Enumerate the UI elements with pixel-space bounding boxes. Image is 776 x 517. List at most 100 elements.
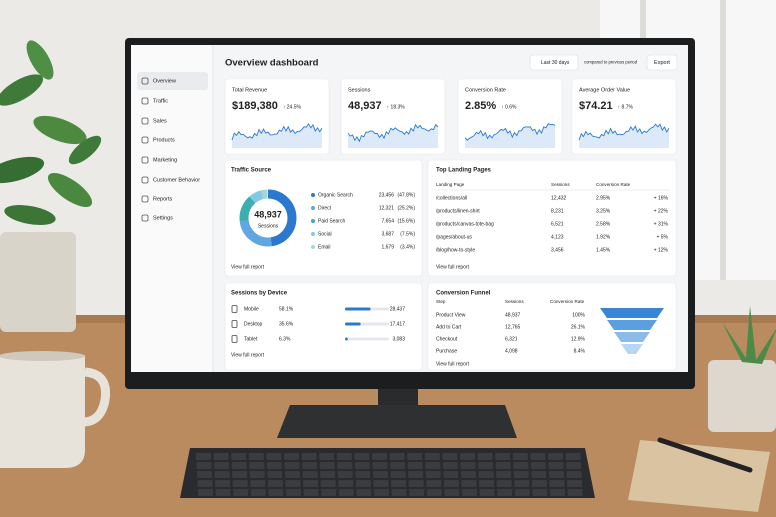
device-share: 6.3% [279, 336, 291, 342]
key [336, 453, 352, 460]
key [338, 489, 354, 496]
device-sessions: 3,083 [392, 336, 405, 342]
key [408, 480, 424, 487]
donut-total: 48,937 [254, 209, 282, 219]
nav-icon [141, 97, 149, 105]
key [250, 480, 266, 487]
card-title: Traffic Source [231, 168, 272, 174]
legend-sessions: 1,679 [381, 244, 394, 250]
date-range[interactable]: Last 30 days [541, 60, 570, 66]
key [391, 480, 407, 487]
device-sessions: 17,417 [390, 321, 406, 327]
card-title: Top Landing Pages [436, 168, 492, 174]
key [389, 453, 405, 460]
key [267, 471, 283, 478]
funnel-stage [607, 320, 657, 330]
legend-dot [311, 232, 315, 236]
key [460, 453, 475, 460]
device-icon [231, 305, 238, 313]
key [356, 489, 372, 496]
key [495, 453, 511, 460]
cell: 3.25% [596, 208, 611, 214]
key [549, 480, 565, 487]
card [224, 282, 423, 371]
key [477, 453, 493, 460]
key [284, 462, 300, 469]
key [215, 489, 231, 496]
key [424, 453, 440, 460]
cell: 2.58% [596, 221, 611, 227]
step: Product View [436, 312, 466, 318]
nav-item[interactable]: Sales [153, 118, 167, 124]
nav-item[interactable]: Reports [153, 196, 173, 202]
sparkline [464, 123, 556, 141]
key [373, 471, 388, 478]
key [512, 453, 528, 460]
sparkline-area [465, 123, 555, 148]
date-button[interactable] [529, 54, 579, 71]
link[interactable]: View full report [436, 361, 470, 367]
link[interactable]: View full report [231, 264, 265, 270]
export-button[interactable] [646, 54, 678, 71]
key [250, 489, 266, 496]
page-path: /collections/all [436, 195, 467, 201]
export[interactable]: Export [654, 60, 670, 66]
legend-share: (3.4%) [400, 244, 415, 250]
device-name: Tablet [244, 336, 258, 342]
nav-icon [141, 136, 149, 144]
key [462, 489, 477, 496]
link[interactable]: View full report [231, 352, 265, 358]
nav-item[interactable]: Products [153, 137, 175, 143]
key [301, 453, 317, 460]
nav-item[interactable]: Overview [153, 78, 176, 84]
legend-sessions: 7,654 [381, 218, 394, 224]
page-path: /blog/how-to-style [436, 247, 475, 253]
bar-track [345, 337, 389, 341]
nav-item[interactable]: Marketing [153, 157, 177, 163]
bar [345, 337, 348, 341]
key [566, 471, 582, 478]
window-frame [720, 0, 726, 280]
key [409, 489, 425, 496]
cell: 8.4% [574, 348, 586, 354]
cell: 6,321 [505, 336, 518, 342]
nav-item[interactable]: Traffic [153, 98, 168, 104]
nav-item[interactable]: Settings [153, 215, 173, 221]
legend-dot [311, 245, 315, 249]
legend-dot [311, 206, 315, 210]
cell: 4,123 [551, 234, 564, 240]
kpi-value: $189,380 [232, 100, 278, 112]
key [285, 480, 301, 487]
column-header: Step [436, 299, 446, 304]
nav-item[interactable]: Customer Behavior [153, 177, 200, 183]
cell: 2.95% [596, 195, 611, 201]
key [548, 462, 564, 469]
key [372, 453, 387, 460]
sparkline-area [348, 124, 438, 148]
key [249, 471, 265, 478]
legend-sessions: 23,456 [379, 192, 395, 198]
key [266, 462, 282, 469]
key [286, 489, 301, 496]
key [567, 489, 583, 496]
legend-sessions: 12,321 [379, 205, 395, 211]
key [197, 471, 212, 478]
key [407, 462, 423, 469]
key [355, 480, 371, 487]
key [442, 453, 458, 460]
card-title: Sessions by Device [231, 291, 288, 297]
link[interactable]: View full report [436, 264, 470, 270]
step: Checkout [436, 336, 458, 342]
dashboard: Overview Traffic Sales Products Marketing Cus… [131, 45, 678, 372]
kpi-change: ↑ 18.3% [387, 104, 406, 110]
donut-segment [239, 189, 297, 247]
key [514, 489, 530, 496]
key [425, 471, 441, 478]
key [355, 471, 371, 478]
legend-dot [311, 219, 315, 223]
sparkline [231, 122, 323, 141]
key [426, 480, 442, 487]
key [319, 453, 335, 460]
legend-name: Email [318, 244, 331, 250]
